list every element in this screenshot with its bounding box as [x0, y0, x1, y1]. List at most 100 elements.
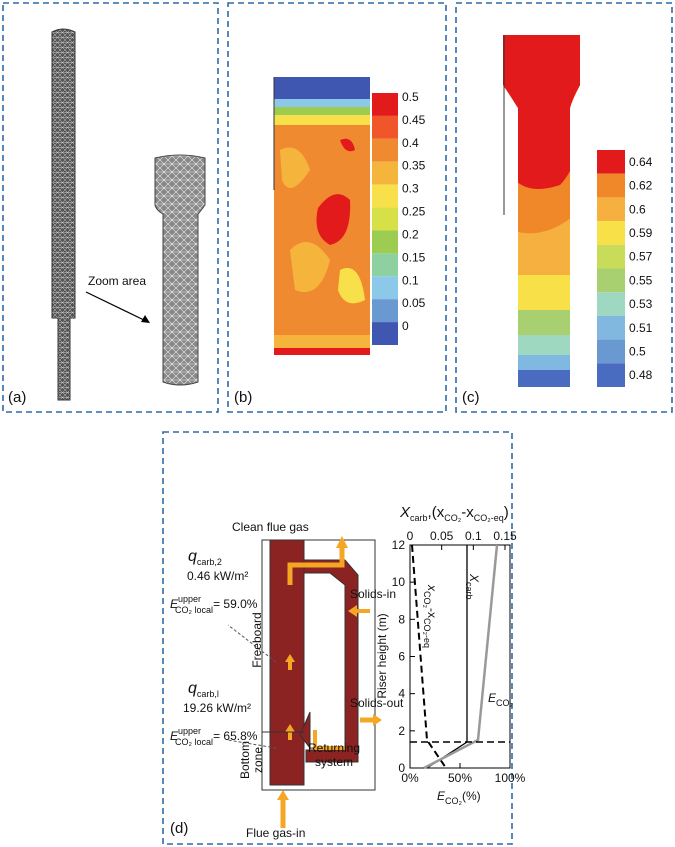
text-part: -x: [425, 608, 439, 618]
shape: [336, 536, 348, 548]
curve-label: ECO₂: [488, 691, 514, 708]
text-part: ): [504, 504, 509, 521]
returning-system: system: [315, 755, 353, 769]
shape: [277, 790, 289, 800]
panel-label: (b): [234, 389, 252, 406]
shape: 0.5 0.45 0.4 0.35 0.3 0.25 0.2 0.15 0.1 0.05 0: [372, 90, 426, 345]
text-part: upper: [178, 726, 201, 736]
colorbar-label: 0.57: [629, 250, 653, 264]
colorbar-label: 0.48: [629, 368, 653, 382]
panel-c: 0.64 0.62 0.6 0.59 0.57 0.55 0.53 0.51 0.5 0.48 (…: [462, 35, 653, 406]
shape: [348, 605, 357, 617]
shape: [287, 545, 345, 585]
text-part: CO₂ local: [175, 737, 213, 747]
colorbar-label: 0.5: [629, 344, 646, 358]
text-part: E: [170, 729, 179, 743]
bottom-zone: Bottom: [238, 741, 252, 779]
text-part: ,(x: [428, 504, 445, 521]
text-part: = 65.8%: [213, 729, 258, 743]
colorbar-label: 0.25: [402, 205, 426, 219]
text-part: CO₂: [496, 698, 514, 708]
colorbar-swatch: [372, 207, 398, 231]
plot-area: [409, 544, 511, 769]
shape: [261, 539, 376, 791]
text-part: CO₂ local: [175, 605, 213, 615]
panel-frame: [162, 431, 513, 845]
colorbar-swatch: [597, 150, 625, 174]
returning-system: Returning: [308, 741, 360, 755]
text-part: X: [467, 573, 481, 583]
text-part: X: [399, 504, 411, 521]
shape: 0 0.05 0.1 0.15 0% 50% 100% 12 10 8 6 4 2 0: [392, 529, 526, 785]
colorbar-label: 0.1: [402, 273, 419, 287]
flue-gas-in: Flue gas-in: [246, 826, 305, 840]
colorbar-label: 0.05: [402, 296, 426, 310]
flux-top: 0.46 kW/m²: [187, 569, 248, 583]
zoom-label: Zoom area: [88, 274, 146, 288]
colorbar-label: 0.64: [629, 155, 653, 169]
curve-label: xCO₂-xCO₂-eq: [422, 584, 439, 648]
colorbar-label: 0.53: [629, 297, 653, 311]
colorbar-swatch: [372, 322, 398, 345]
y-tick-label: 6: [398, 650, 405, 664]
bottom-tick-label: 50%: [448, 771, 472, 785]
shape: [274, 348, 370, 355]
q-bottom: qcarb,l: [188, 680, 219, 699]
solids-in: Solids-in: [350, 587, 396, 601]
y-tick-label: 2: [398, 724, 405, 738]
colorbar-label: 0: [402, 319, 409, 333]
text-part: E: [437, 789, 446, 803]
y-axis-label: Riser height (m): [375, 613, 389, 698]
text-part: q: [188, 548, 197, 565]
text-part: carb: [410, 513, 428, 523]
bottom-tick-label: 100%: [495, 771, 526, 785]
panel-label: (a): [8, 389, 26, 406]
shape: [227, 739, 277, 749]
shape: [423, 544, 499, 770]
text-part: CO₂-eq: [474, 513, 504, 523]
colorbar-label: 0.35: [402, 159, 426, 173]
colorbar-label: 0.6: [629, 202, 646, 216]
text-part: E: [488, 691, 497, 705]
colorbar-swatch: [372, 230, 398, 254]
text-part: carb,2: [197, 557, 222, 567]
bottom-axis-label: ECO₂(%): [437, 789, 481, 806]
panel-frame: [227, 2, 447, 413]
colorbar-swatch: [372, 138, 398, 162]
colorbar-label: 0.59: [629, 226, 653, 240]
solids-out: Solids-out: [350, 696, 404, 710]
top-tick-label: 0.15: [493, 529, 517, 543]
text-part: carb,l: [197, 689, 219, 699]
colorbar-label: 0.4: [402, 136, 419, 150]
colorbar-swatch: [597, 197, 625, 222]
colorbar-swatch: [372, 115, 398, 139]
colorbar-swatch: [372, 93, 398, 116]
colorbar-swatch: [372, 253, 398, 277]
text-part: carb: [464, 582, 474, 600]
panel-b: 0.5 0.45 0.4 0.35 0.3 0.25 0.2 0.15 0.1 0.05 0 (b): [234, 77, 426, 406]
shape: [274, 107, 370, 115]
shape: [290, 242, 330, 292]
e-top: Eupper CO₂ local= 59.0%: [170, 594, 258, 615]
text-part: -x: [461, 504, 474, 521]
y-tick-label: 10: [392, 575, 406, 589]
colorbar-swatch: [372, 184, 398, 208]
y-tick-label: 12: [392, 538, 406, 552]
colorbar-swatch: [597, 315, 625, 340]
panel-a: Zoom area (a): [8, 28, 206, 406]
shape: [313, 730, 345, 750]
colorbar-swatch: [372, 161, 398, 185]
top-axis-label: Xcarb,(xCO₂-xCO₂-eq): [399, 504, 509, 523]
shape: [285, 724, 295, 732]
colorbar-swatch: [597, 363, 625, 387]
panel-label: (d): [170, 820, 188, 837]
freeboard: Freeboard: [250, 612, 264, 667]
panel-label: (c): [462, 389, 480, 406]
colorbar-swatch: [597, 339, 625, 364]
text-part: CO₂: [445, 796, 463, 806]
top-tick-label: 0.1: [465, 529, 482, 543]
colorbar-label: 0.15: [402, 250, 426, 264]
shape: [154, 154, 206, 386]
shape: [274, 115, 370, 125]
